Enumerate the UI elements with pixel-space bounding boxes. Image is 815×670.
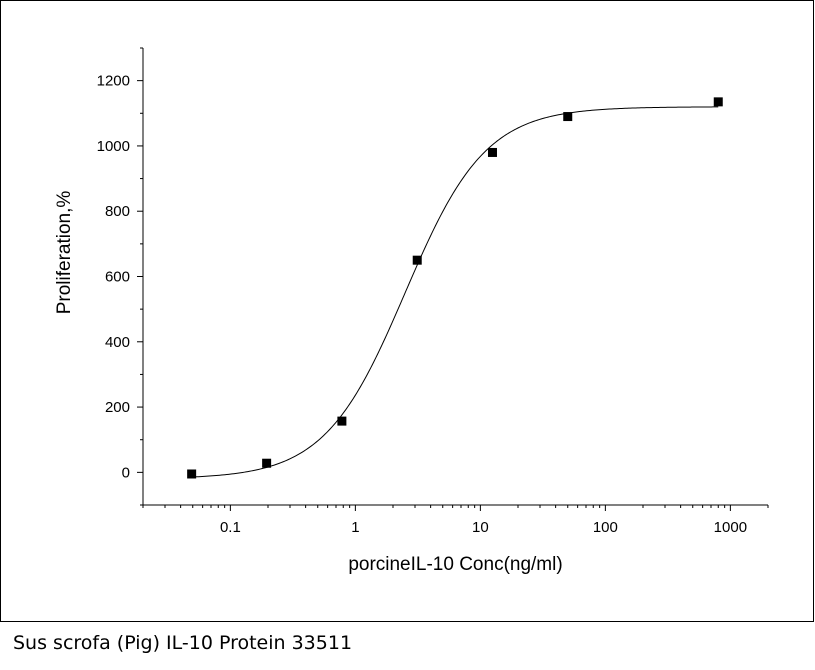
data-point <box>487 147 497 157</box>
x-axis-ticks: 0.1 1 10 100 1000 <box>142 505 769 536</box>
data-point <box>412 255 422 265</box>
x-tick-label: 10 <box>472 519 489 536</box>
y-tick-label: 400 <box>105 334 130 351</box>
x-tick-label: 100 <box>593 519 618 536</box>
y-tick-label: 1000 <box>97 138 130 155</box>
y-tick-label: 1200 <box>97 73 130 90</box>
x-axis-title: porcineIL-10 Conc(ng/ml) <box>348 554 562 575</box>
y-tick-label: 600 <box>105 269 130 286</box>
x-tick-label: 1000 <box>714 519 747 536</box>
chart-frame <box>0 0 814 622</box>
y-tick-label: 200 <box>105 399 130 416</box>
data-point <box>187 469 197 479</box>
data-point <box>337 416 347 426</box>
data-point <box>262 458 272 468</box>
fit-curve <box>191 106 719 478</box>
image-caption: Sus scrofa (Pig) IL-10 Protein 33511 <box>13 632 353 654</box>
data-point <box>563 112 573 122</box>
axes <box>142 48 768 506</box>
x-tick-label: 0.1 <box>220 519 241 536</box>
x-tick-label: 1 <box>351 519 359 536</box>
chart: 0 200 400 600 800 1000 1200 0.1 1 10 100 1000 porc… <box>54 47 769 575</box>
y-axis-title: Proliferation,% <box>54 191 75 315</box>
data-points <box>187 97 723 479</box>
y-axis-ticks: 0 200 400 600 800 1000 1200 <box>97 47 143 506</box>
y-tick-label: 800 <box>105 203 130 220</box>
data-point <box>713 97 723 107</box>
y-tick-label: 0 <box>122 464 130 481</box>
